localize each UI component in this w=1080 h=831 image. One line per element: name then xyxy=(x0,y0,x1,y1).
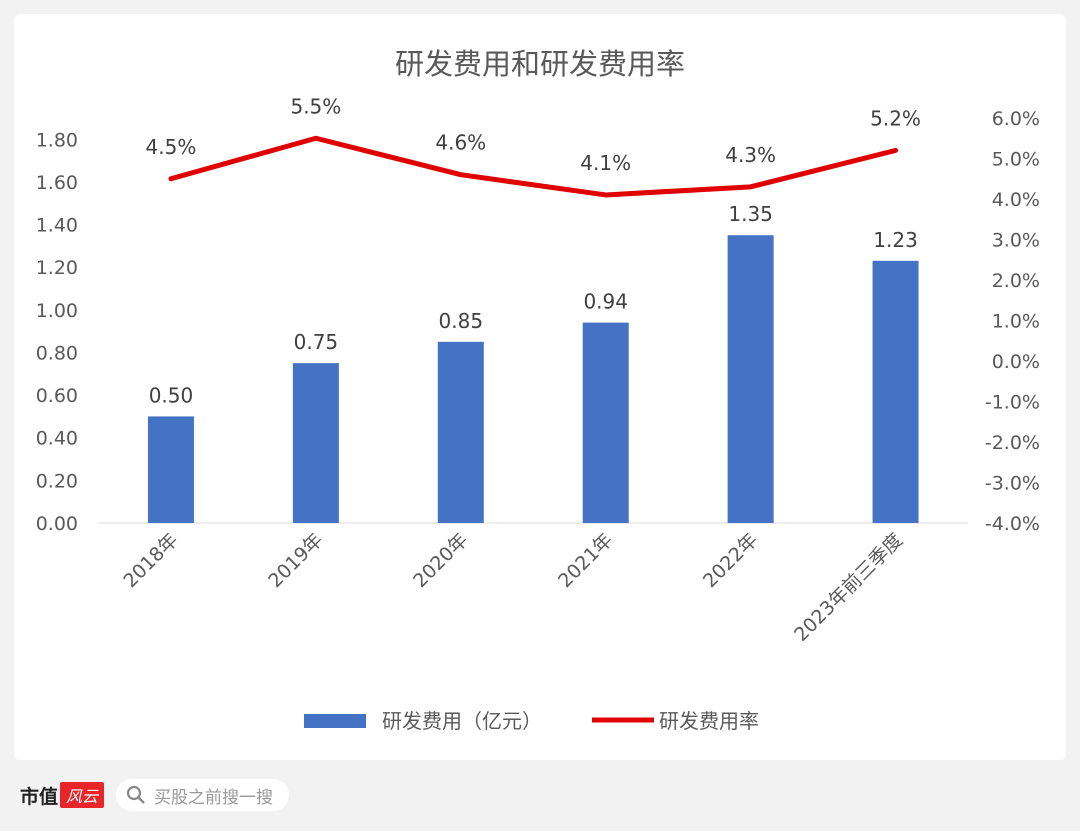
legend-bar-label: 研发费用（亿元） xyxy=(382,709,542,733)
bar xyxy=(872,260,919,523)
right-tick-label: 3.0% xyxy=(992,230,1040,252)
bar xyxy=(437,341,484,523)
left-tick-label: 1.60 xyxy=(36,172,78,194)
legend-bar-swatch xyxy=(304,714,366,728)
bar xyxy=(292,363,339,523)
left-tick-label: 1.20 xyxy=(36,257,78,279)
x-tick-label: 2022年 xyxy=(699,529,762,592)
line-data-label: 4.5% xyxy=(146,135,197,159)
footer: 市值 风云 买股之前搜一搜 xyxy=(20,778,290,812)
bar-data-label: 1.35 xyxy=(728,202,773,226)
bar-data-label: 0.75 xyxy=(294,330,339,354)
logo-text: 市值 xyxy=(20,785,59,808)
line-data-label: 5.5% xyxy=(290,94,341,118)
line-data-label: 4.3% xyxy=(725,143,776,167)
x-tick-label: 2018年 xyxy=(119,529,182,592)
chart: 研发费用和研发费用率 0.00 0.20 0.40 0.60 0.80 1.00 1.20 1.… xyxy=(36,47,1040,733)
left-tick-label: 0.00 xyxy=(36,513,78,535)
line-data-label: 5.2% xyxy=(870,106,921,130)
chart-title: 研发费用和研发费用率 xyxy=(395,47,685,81)
line-data-label: 4.1% xyxy=(580,151,631,175)
right-tick-label: -2.0% xyxy=(985,432,1040,454)
bar-data-label: 0.85 xyxy=(439,309,484,333)
search-box[interactable]: 买股之前搜一搜 xyxy=(116,779,290,811)
left-tick-label: 0.60 xyxy=(36,385,78,407)
left-tick-label: 1.40 xyxy=(36,215,78,237)
left-tick-label: 1.00 xyxy=(36,300,78,322)
legend-line-label: 研发费用率 xyxy=(659,709,759,733)
search-placeholder: 买股之前搜一搜 xyxy=(154,787,274,808)
left-tick-label: 1.80 xyxy=(36,129,78,151)
x-tick-label: 2021年 xyxy=(554,529,617,592)
right-tick-label: 1.0% xyxy=(992,311,1040,333)
right-tick-label: -1.0% xyxy=(985,392,1040,414)
bar xyxy=(582,322,629,523)
x-tick-label: 2020年 xyxy=(409,529,472,592)
left-tick-label: 0.20 xyxy=(36,470,78,492)
right-tick-label: -3.0% xyxy=(985,473,1040,495)
x-tick-label: 2019年 xyxy=(264,529,327,592)
chart-card: 研发费用和研发费用率 0.00 0.20 0.40 0.60 0.80 1.00 1.20 1.… xyxy=(14,14,1066,760)
right-tick-label: 4.0% xyxy=(992,189,1040,211)
left-tick-label: 0.40 xyxy=(36,428,78,450)
x-tick-label: 2023年前三季度 xyxy=(790,529,907,646)
search-icon xyxy=(126,785,145,804)
logo-accent: 风云 xyxy=(60,782,105,808)
line-data-label: 4.6% xyxy=(435,131,486,155)
bar-data-label: 0.94 xyxy=(583,290,628,314)
bar-data-label: 1.23 xyxy=(873,228,918,252)
right-tick-label: -4.0% xyxy=(985,513,1040,535)
right-tick-label: 5.0% xyxy=(992,149,1040,171)
rate-line xyxy=(168,135,899,198)
right-tick-label: 0.0% xyxy=(992,351,1040,373)
bar xyxy=(727,235,774,523)
right-tick-label: 2.0% xyxy=(992,270,1040,292)
bar xyxy=(147,416,194,523)
left-tick-label: 0.80 xyxy=(36,342,78,364)
right-tick-label: 6.0% xyxy=(992,108,1040,130)
bar-data-label: 0.50 xyxy=(149,383,194,407)
